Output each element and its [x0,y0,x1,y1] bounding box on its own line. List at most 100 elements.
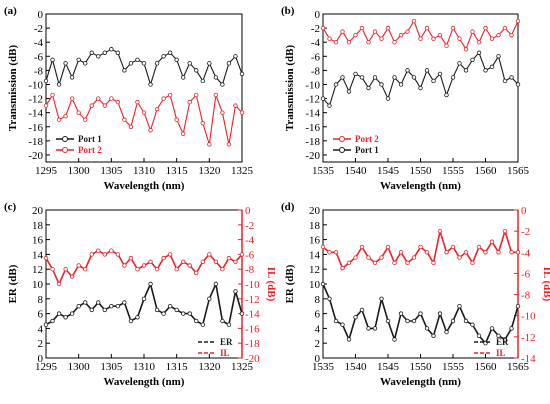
y-tick-label: -18 [305,136,320,148]
y-tick-label: -14 [28,108,43,120]
y-tick-label: 18 [32,220,44,232]
x-tick-label: 1320 [198,165,221,177]
plot-frame [45,13,243,163]
data-point [515,18,521,24]
data-point [379,255,384,260]
data-point [141,61,147,66]
x-tick-label: 1300 [68,165,91,177]
data-point [239,311,245,316]
data-point [496,250,501,255]
data-point [411,75,417,80]
series-line-2 [322,51,519,107]
data-point [366,255,371,260]
data-point [346,260,352,266]
data-point [109,304,114,309]
data-point [161,96,166,101]
y-tick-label: 16 [309,235,321,247]
data-point [320,281,326,287]
data-point [148,82,153,87]
data-point [476,50,482,55]
x-axis-label: Wavelength (nm) [380,180,461,192]
data-point [213,75,219,80]
data-point [379,296,384,301]
data-point [96,54,101,59]
data-point [154,106,160,112]
data-point [167,92,173,98]
data-point [496,54,501,59]
legend-label: Port 1 [78,134,102,144]
data-point [148,281,153,287]
data-point [56,117,62,122]
y-tick-label: -6 [311,51,321,63]
data-point [43,78,49,84]
x-axis-label: Wavelength (nm) [104,376,185,388]
x-tick-label: 1540 [345,165,368,177]
y-tick-label: 14 [309,249,321,261]
data-point [418,85,423,91]
data-point [128,318,134,324]
legend-label: IL [220,348,230,358]
y-tick-label: 6 [38,309,44,321]
x-tick-label: 1325 [231,165,254,177]
y-tick-label: -12 [28,94,43,106]
y2-axis-label: IL (dB) [541,267,550,302]
data-point [226,322,232,327]
data-point [496,32,501,38]
data-point [239,71,245,77]
data-point [424,25,430,31]
data-point [437,228,443,234]
data-point [457,255,462,260]
y-tick-label: 2 [315,338,321,350]
data-point [450,75,456,80]
data-point [154,307,160,313]
data-point [115,50,121,55]
y-tick-label: 12 [32,264,43,276]
data-point [187,263,192,268]
data-point [174,57,179,63]
data-point [148,259,153,264]
data-point [233,259,238,264]
x-tick-label: 1555 [442,165,465,177]
data-point [372,75,378,80]
data-point [379,36,384,41]
data-point [207,61,212,66]
data-point [207,142,212,147]
data-point [115,252,121,257]
data-point [82,267,88,272]
series-line-2 [322,228,518,270]
data-point [43,103,49,108]
data-point [207,252,212,257]
data-point [463,318,469,324]
x-tick-label: 1305 [100,361,123,373]
data-point [63,315,68,320]
x-tick-label: 1555 [442,361,465,373]
data-point [359,307,365,313]
data-point [385,244,391,250]
y-axis-label: Transmission (dB) [7,45,19,132]
legend-label: ER [496,337,509,347]
y2-tick-label: -2 [245,220,254,232]
y-tick-label: 10 [309,279,321,291]
y2-tick-label: -16 [245,323,260,335]
data-point [398,32,404,38]
data-point [509,250,514,255]
y-tick-label: 0 [38,9,44,21]
data-point [141,296,147,301]
y2-tick-label: -20 [245,353,260,365]
data-point [463,68,469,73]
data-point [200,322,205,327]
data-point [405,318,410,324]
data-point [43,255,49,261]
data-point [128,61,134,66]
data-point [122,263,127,268]
data-point [109,248,114,253]
data-point [424,250,430,255]
data-point [333,39,339,45]
data-point [372,260,378,266]
data-point [122,300,127,305]
data-point [398,311,404,316]
data-point [50,267,55,272]
data-point [437,71,443,77]
data-point [115,304,121,309]
data-point [320,25,326,31]
